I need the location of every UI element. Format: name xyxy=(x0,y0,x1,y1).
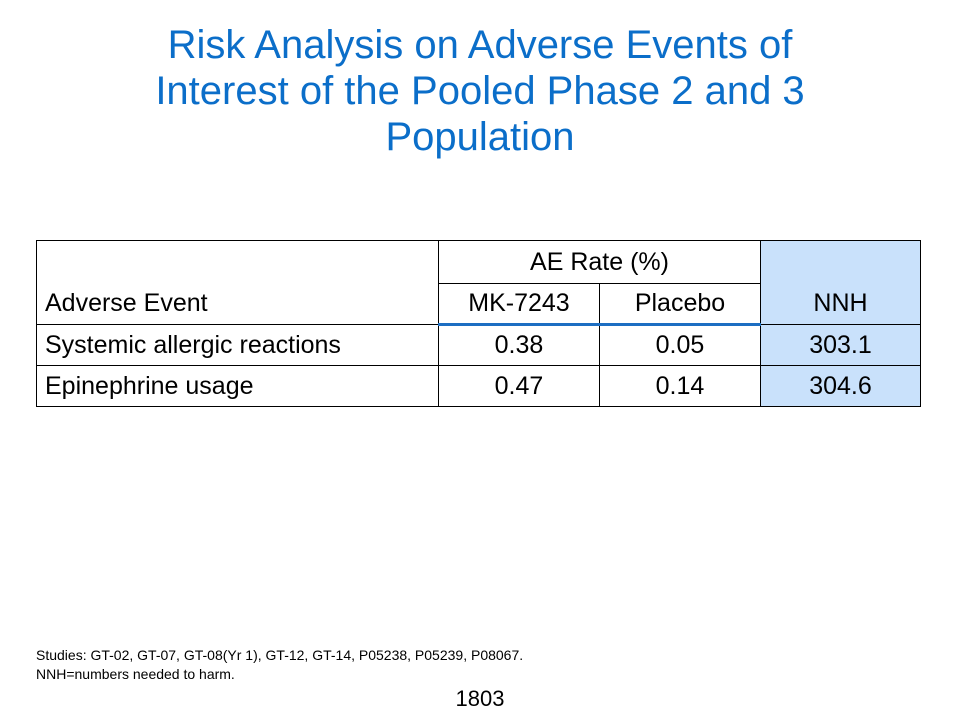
slide-title-line-1: Risk Analysis on Adverse Events of xyxy=(167,23,793,67)
header-nnh: NNH xyxy=(760,240,921,325)
footnote-nnh-definition: NNH=numbers needed to harm. xyxy=(36,666,235,682)
slide-title-line-2: Interest of the Pooled Phase 2 and 3 xyxy=(155,69,805,113)
table-header-row-bottom: MK-7243 Placebo xyxy=(37,283,921,326)
header-ae-rate: AE Rate (%) xyxy=(438,240,761,284)
header-adverse-event: Adverse Event xyxy=(36,240,439,325)
footnote: Studies: GT-02, GT-07, GT-08(Yr 1), GT-1… xyxy=(36,646,523,684)
slide-title: Risk Analysis on Adverse Events of Inter… xyxy=(40,22,920,160)
footnote-studies: Studies: GT-02, GT-07, GT-08(Yr 1), GT-1… xyxy=(36,647,524,663)
slide-title-line-3: Population xyxy=(385,115,575,159)
cell-mk-rate: 0.47 xyxy=(438,365,600,407)
table-header-row-top: Adverse Event AE Rate (%) NNH xyxy=(36,240,921,325)
cell-event: Systemic allergic reactions xyxy=(36,324,439,366)
cell-placebo-rate: 0.14 xyxy=(599,365,761,407)
table-row: Epinephrine usage 0.47 0.14 304.6 xyxy=(36,365,921,407)
cell-nnh: 304.6 xyxy=(760,365,921,407)
header-mk-7243: MK-7243 xyxy=(438,283,600,326)
adverse-event-table: Adverse Event AE Rate (%) NNH MK-7243 Pl… xyxy=(36,240,921,407)
page-number: 1803 xyxy=(455,686,505,711)
table-row: Systemic allergic reactions 0.38 0.05 30… xyxy=(36,324,921,366)
cell-event: Epinephrine usage xyxy=(36,365,439,407)
cell-placebo-rate: 0.05 xyxy=(599,324,761,366)
cell-nnh: 303.1 xyxy=(760,324,921,366)
header-placebo: Placebo xyxy=(599,283,761,326)
cell-mk-rate: 0.38 xyxy=(438,324,600,366)
